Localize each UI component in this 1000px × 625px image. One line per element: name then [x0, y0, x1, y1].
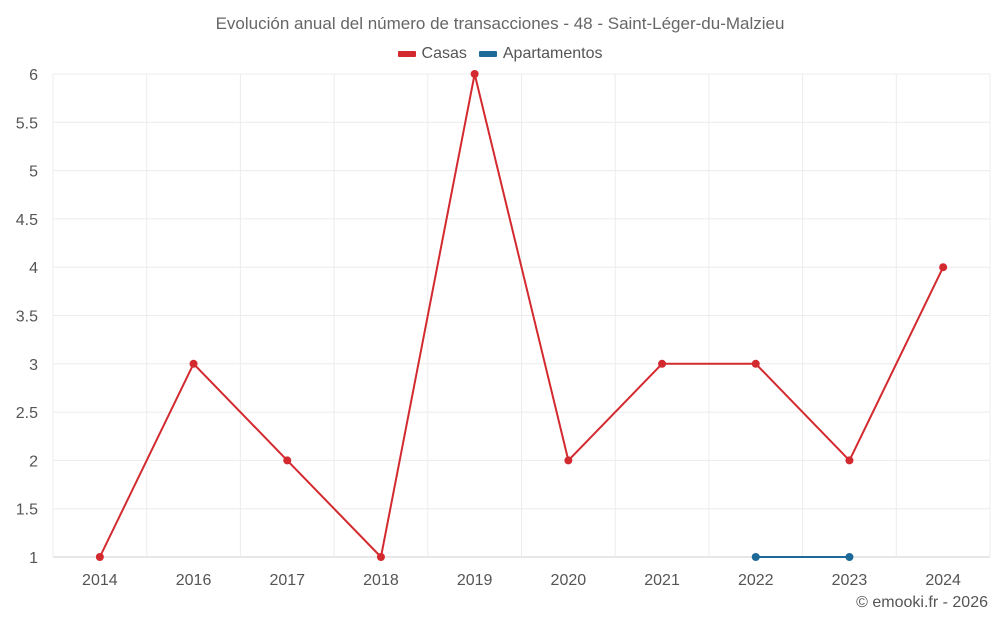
x-tick-label: 2020 [551, 572, 587, 589]
x-tick-label: 2022 [738, 572, 774, 589]
legend-swatch-casas [397, 51, 416, 57]
x-tick-label: 2017 [269, 572, 305, 589]
x-tick-label: 2014 [82, 572, 118, 589]
y-tick-label: 2 [29, 453, 38, 470]
x-tick-label: 2024 [925, 572, 961, 589]
y-tick-label: 3.5 [16, 309, 38, 326]
data-point-apartamentos [751, 553, 760, 561]
data-point-casas [283, 456, 292, 465]
x-tick-label: 2023 [832, 572, 868, 589]
data-point-casas [564, 456, 573, 465]
legend-label-apartamentos: Apartamentos [502, 45, 603, 62]
legend-item-apartamentos[interactable]: Apartamentos [478, 45, 603, 63]
data-point-casas [845, 456, 854, 465]
x-tick-label: 2019 [457, 572, 493, 589]
y-tick-label: 6 [29, 67, 38, 84]
data-point-casas [95, 553, 104, 561]
legend: Casas Apartamentos [0, 45, 1000, 63]
data-point-casas [376, 553, 385, 561]
data-point-casas [751, 359, 760, 368]
y-tick-label: 1.5 [16, 502, 38, 519]
legend-swatch-apartamentos [478, 51, 497, 57]
series-line-casas [98, 73, 945, 558]
x-tick-label: 2016 [176, 572, 212, 589]
data-point-casas [658, 359, 667, 368]
y-tick-label: 5 [29, 164, 38, 181]
legend-label-casas: Casas [421, 45, 467, 62]
data-point-apartamentos [845, 553, 854, 561]
y-tick-label: 5.5 [16, 115, 38, 132]
y-tick-label: 1 [29, 550, 38, 567]
data-point-casas [189, 359, 198, 368]
y-tick-label: 4.5 [16, 212, 38, 229]
data-point-casas [470, 70, 479, 78]
data-point-casas [939, 263, 948, 272]
y-tick-label: 4 [29, 260, 38, 277]
credit-text: © emooki.fr - 2026 [856, 594, 988, 611]
y-tick-label: 3 [29, 357, 38, 374]
x-tick-label: 2021 [644, 572, 680, 589]
y-tick-label: 2.5 [16, 405, 38, 422]
legend-item-casas[interactable]: Casas [397, 45, 467, 63]
x-tick-label: 2018 [363, 572, 399, 589]
chart-title: Evolución anual del número de transaccio… [215, 14, 785, 33]
